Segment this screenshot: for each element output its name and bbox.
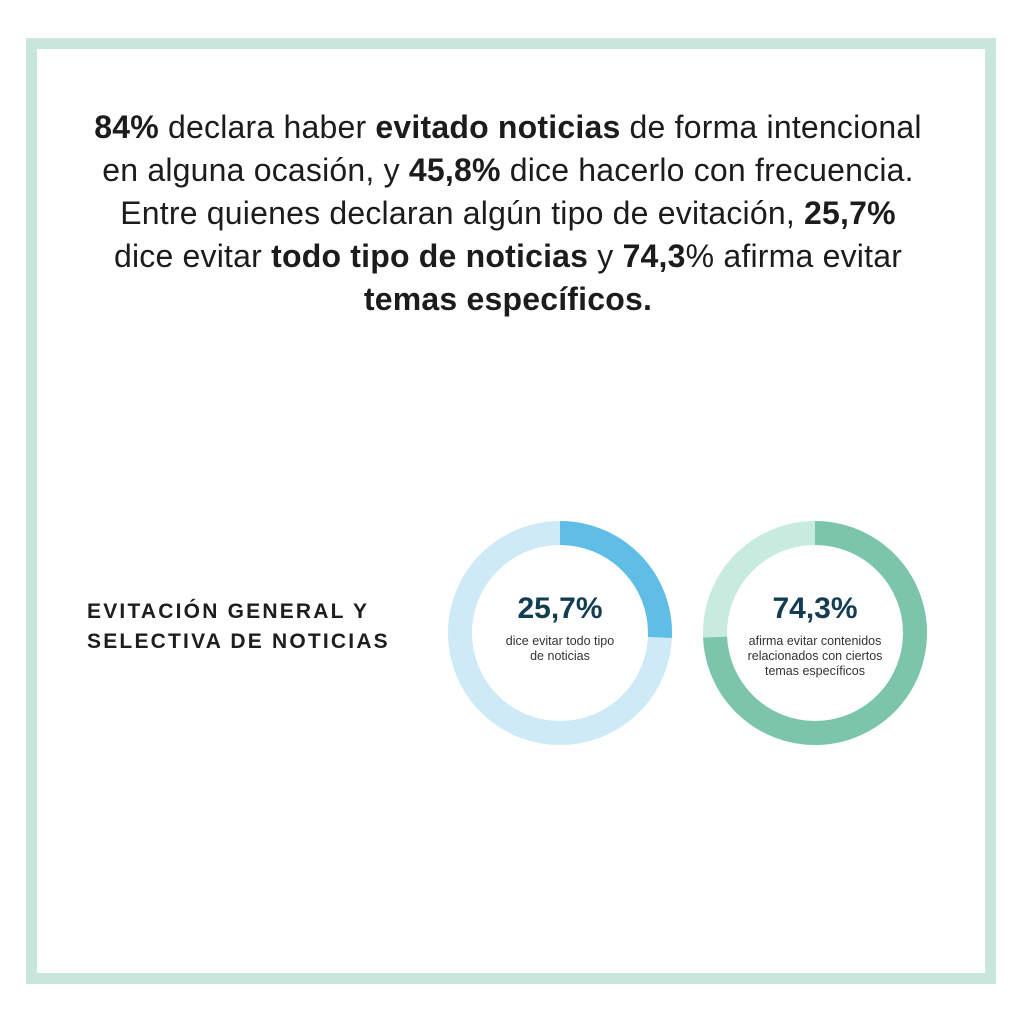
donut-caption-line: de noticias [530,649,590,663]
headline-highlight: todo tipo de noticias [271,238,589,274]
donut-svg-selective [703,521,927,745]
donut-caption-line: temas específicos [764,664,866,678]
section-title: EVITACIÓN GENERAL Y SELECTIVA DE NOTICIA… [87,597,427,657]
section-title-line-2: SELECTIVA DE NOTICIAS [87,630,390,653]
frame-border [26,38,996,984]
donut-svg-general [448,521,672,745]
donut-value-label: 25,7% [517,592,603,625]
donut-caption-line: dice evitar todo tipo [505,634,615,648]
headline-segment: declara haber [158,109,376,145]
headline-highlight: 84% [94,109,159,145]
donut-value-arc [703,521,927,745]
headline-text: 84% declara haber evitado noticias de fo… [90,106,926,321]
donut-value-arc [448,521,672,745]
headline-highlight: evitado noticias [375,109,621,145]
donut-value-label: 74,3% [772,592,858,625]
headline-segment: dice hacerlo con frecuencia. Entre quien… [120,152,914,231]
donut-caption: dice evitar todo tipo de noticias [485,634,635,664]
headline-segment: y [588,238,623,274]
donut-chart-general: 25,7% dice evitar todo tipo de noticias [447,520,673,746]
donut-chart-selective: 74,3% afirma evitar contenidos relaciona… [702,520,928,746]
headline-highlight: 74,3 [622,238,686,274]
headline-segment: % afirma evitar [685,238,903,274]
donut-caption-line: relacionados con ciertos [747,649,883,663]
headline-highlight: 45,8% [408,152,501,188]
headline-segment: de forma intencional en alguna ocasión, … [102,109,922,188]
headline-segment: dice evitar [113,238,272,274]
headline-highlight: 25,7% [804,195,896,231]
donut-caption: afirma evitar contenidos relacionados co… [740,634,890,679]
donut-caption-line: afirma evitar contenidos [748,634,882,648]
section-title-line-1: EVITACIÓN GENERAL Y [87,600,370,623]
headline-highlight: temas específicos. [363,281,653,317]
